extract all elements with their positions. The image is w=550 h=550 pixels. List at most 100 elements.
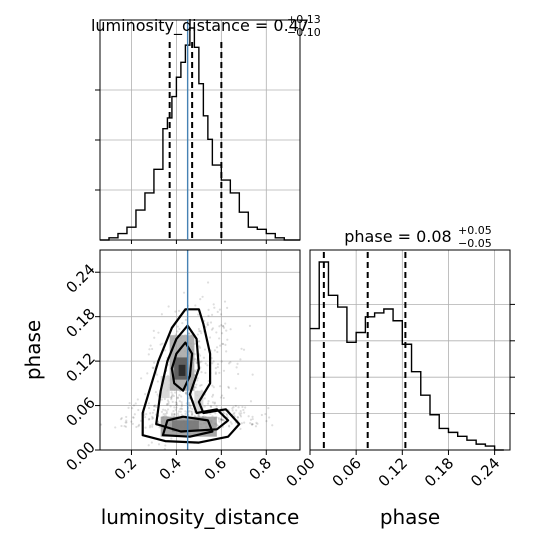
- ld-title: luminosity_distance = 0.47: [91, 16, 309, 36]
- scatter-point: [176, 412, 180, 415]
- scatter-point: [146, 372, 149, 375]
- scatter-point: [237, 406, 240, 409]
- scatter-point: [189, 410, 193, 413]
- scatter-point: [125, 421, 128, 424]
- scatter-point: [128, 402, 131, 405]
- scatter-point: [249, 422, 252, 425]
- scatter-point: [134, 402, 137, 405]
- scatter-point: [216, 310, 219, 314]
- scatter-point: [242, 348, 246, 351]
- scatter-point: [213, 402, 216, 405]
- scatter-point: [225, 412, 228, 416]
- scatter-point: [132, 416, 135, 419]
- scatter-point: [191, 408, 194, 411]
- joint-ytick-label: 0.06: [62, 394, 98, 430]
- scatter-point: [196, 379, 199, 382]
- scatter-point: [166, 399, 170, 402]
- scatter-point: [144, 393, 147, 396]
- scatter-point: [133, 413, 136, 416]
- scatter-point: [180, 413, 183, 416]
- scatter-point: [219, 344, 222, 347]
- scatter-point: [148, 417, 151, 421]
- scatter-point: [176, 396, 180, 399]
- scatter-point: [224, 322, 227, 325]
- scatter-point: [219, 385, 222, 388]
- scatter-point: [222, 396, 225, 400]
- ld-title-sub: −0.10: [287, 26, 321, 39]
- scatter-point: [236, 362, 239, 365]
- scatter-point: [204, 362, 207, 365]
- joint-contours: [141, 308, 241, 444]
- scatter-point: [219, 417, 223, 421]
- scatter-point: [212, 386, 215, 389]
- scatter-point: [119, 418, 123, 421]
- scatter-point: [151, 417, 154, 420]
- scatter-point: [174, 391, 177, 394]
- scatter-point: [222, 342, 225, 346]
- scatter-point: [214, 367, 217, 370]
- scatter-point: [229, 361, 232, 364]
- scatter-point: [174, 333, 177, 336]
- scatter-point: [232, 412, 235, 416]
- scatter-point: [170, 394, 174, 398]
- scatter-point: [184, 318, 187, 322]
- scatter-point: [165, 410, 168, 413]
- scatter-point: [147, 444, 150, 447]
- scatter-point: [199, 298, 202, 301]
- scatter-point: [131, 422, 134, 426]
- scatter-point: [173, 413, 176, 416]
- scatter-point: [147, 402, 150, 405]
- scatter-point: [267, 407, 270, 410]
- scatter-point: [211, 362, 214, 365]
- scatter-point: [198, 345, 201, 348]
- phase-hist-grid: [309, 250, 510, 450]
- scatter-point: [235, 366, 238, 369]
- scatter-point: [243, 411, 246, 414]
- joint-ytick-label: 0.12: [62, 349, 98, 385]
- scatter-point: [207, 314, 210, 317]
- scatter-point: [181, 407, 184, 411]
- scatter-point: [144, 426, 147, 429]
- phase-xtick-label: 0.12: [375, 454, 411, 490]
- scatter-point: [198, 354, 202, 357]
- phase-hist-yticks: [510, 303, 515, 415]
- scatter-point: [210, 405, 213, 408]
- scatter-point: [162, 408, 165, 411]
- scatter-point: [233, 411, 236, 414]
- scatter-point: [132, 416, 135, 419]
- density-cell: [171, 420, 199, 432]
- joint-xtick-label: 0.4: [156, 454, 186, 484]
- scatter-point: [154, 391, 157, 394]
- scatter-point: [199, 384, 202, 387]
- scatter-point: [138, 477, 140, 479]
- scatter-point: [239, 410, 242, 413]
- scatter-point: [207, 308, 210, 311]
- scatter-point: [180, 395, 183, 398]
- scatter-point: [231, 409, 234, 412]
- scatter-point: [175, 403, 179, 406]
- scatter-point: [156, 393, 159, 396]
- scatter-point: [221, 418, 224, 421]
- scatter-point: [232, 406, 235, 409]
- scatter-point: [167, 402, 170, 405]
- scatter-point: [220, 419, 223, 422]
- phase-histogram-step: [310, 261, 504, 451]
- scatter-point: [195, 383, 198, 386]
- scatter-point: [189, 404, 192, 407]
- scatter-point: [152, 408, 156, 412]
- scatter-point: [143, 416, 147, 419]
- scatter-point: [200, 383, 203, 387]
- phase-title-sub: −0.05: [458, 237, 492, 250]
- scatter-point: [203, 397, 206, 400]
- ld-hist-grid: [100, 20, 300, 240]
- scatter-point: [156, 380, 159, 383]
- scatter-point: [213, 306, 216, 309]
- scatter-point: [271, 424, 274, 427]
- scatter-point: [196, 333, 199, 336]
- scatter-point: [180, 407, 183, 410]
- scatter-point: [202, 356, 206, 359]
- scatter-point: [251, 373, 254, 376]
- scatter-point: [215, 346, 219, 349]
- scatter-point: [127, 406, 130, 409]
